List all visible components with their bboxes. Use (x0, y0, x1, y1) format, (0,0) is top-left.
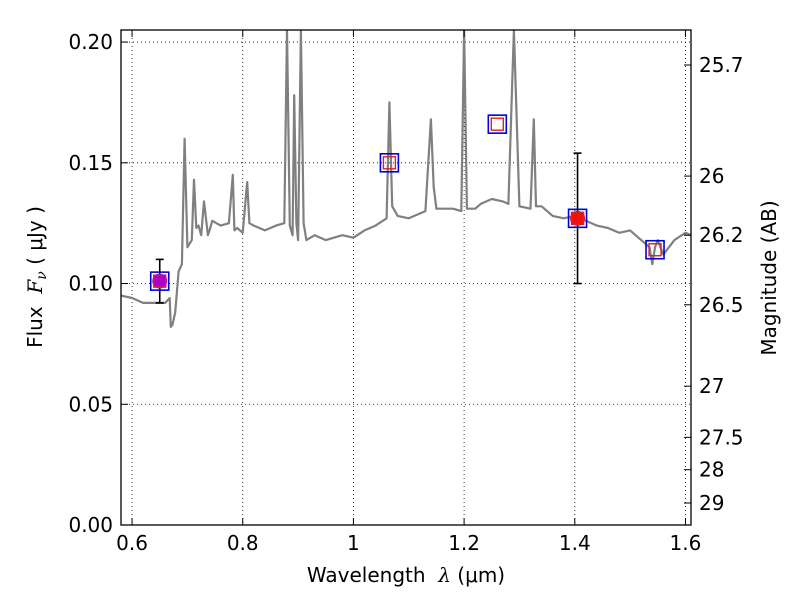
x-axis-label: Wavelength λ (μm) (307, 563, 505, 587)
y-tick-label: 0.15 (68, 151, 113, 175)
y-tick-label: 0.20 (68, 30, 113, 54)
observed-point (152, 273, 168, 289)
model-point (490, 117, 505, 131)
y-tick-label: 0.10 (68, 272, 113, 296)
synthetic-point (567, 208, 588, 229)
y2-tick-label: 25.7 (699, 53, 744, 77)
y-tick-label: 0.05 (68, 392, 113, 416)
model-point (648, 243, 662, 257)
x-tick-label: 1.2 (448, 531, 480, 555)
plot-background (121, 30, 691, 525)
synthetic-point (149, 271, 170, 291)
axis-ticks: 0.6 0.8 1 1.2 1.4 1.6 0.00 0.05 0.10 0.15 0.20 25.7… (68, 30, 744, 555)
synthetic-point (645, 239, 665, 260)
y-axis-label: Flux Fν ( μJy ) (23, 206, 50, 348)
spectrum-line (121, 30, 691, 329)
x-tick-label: 1 (347, 531, 360, 555)
synthetic-point (487, 114, 508, 134)
model-point (153, 274, 167, 288)
y2-axis-label: Magnitude (AB) (757, 200, 781, 355)
x-tick-label: 0.8 (227, 531, 259, 555)
model-point (382, 156, 397, 170)
synthetic-point (379, 153, 400, 173)
y2-tick-label: 27 (699, 374, 724, 398)
y2-tick-label: 29 (699, 491, 724, 515)
plot-frame (120, 29, 692, 526)
model-point (570, 211, 585, 226)
y2-tick-label: 26 (699, 164, 724, 188)
observed-point (570, 210, 586, 226)
y2-tick-label: 27.5 (699, 425, 744, 449)
x-tick-label: 1.6 (670, 531, 702, 555)
y2-tick-label: 28 (699, 458, 724, 482)
y2-tick-label: 26.2 (699, 223, 744, 247)
plot-area (121, 30, 691, 329)
x-tick-label: 0.6 (116, 531, 148, 555)
x-tick-label: 1.4 (559, 531, 591, 555)
y2-tick-label: 26.5 (699, 293, 744, 317)
y-tick-label: 0.00 (68, 513, 113, 537)
